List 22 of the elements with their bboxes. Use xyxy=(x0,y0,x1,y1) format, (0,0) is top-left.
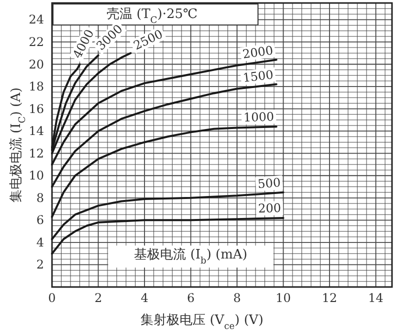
y-tick-label: 12 xyxy=(28,146,44,160)
x-tick-label: 0 xyxy=(48,291,56,305)
y-tick-label: 24 xyxy=(28,12,44,27)
x-tick-label: 2 xyxy=(94,291,102,305)
x-axis-title: 集射极电压 (V$_{ce}$) (V) xyxy=(140,313,264,331)
x-tick-label: 10 xyxy=(276,291,291,305)
x-tick-label: 14 xyxy=(368,291,384,305)
y-tick-label: 10 xyxy=(28,168,44,183)
y-tick-label: 22 xyxy=(28,34,44,49)
y-tick-label: 16 xyxy=(28,102,44,116)
x-tick-label: 8 xyxy=(233,291,241,305)
y-tick-label: 14 xyxy=(28,124,44,138)
y-tick-label: 4 xyxy=(36,235,44,250)
y-tick-label: 8 xyxy=(36,190,44,205)
y-tick-label: 6 xyxy=(36,213,44,228)
x-tick-label: 12 xyxy=(322,291,338,305)
annotation: 基极电流 (I$_{b}$) (mA) xyxy=(134,246,248,267)
x-tick-label: 4 xyxy=(140,291,149,305)
y-tick-label: 2 xyxy=(36,258,44,272)
y-tick-label: 18 xyxy=(28,80,44,94)
x-tick-label: 6 xyxy=(186,291,195,305)
y-tick-label: 20 xyxy=(28,57,44,72)
